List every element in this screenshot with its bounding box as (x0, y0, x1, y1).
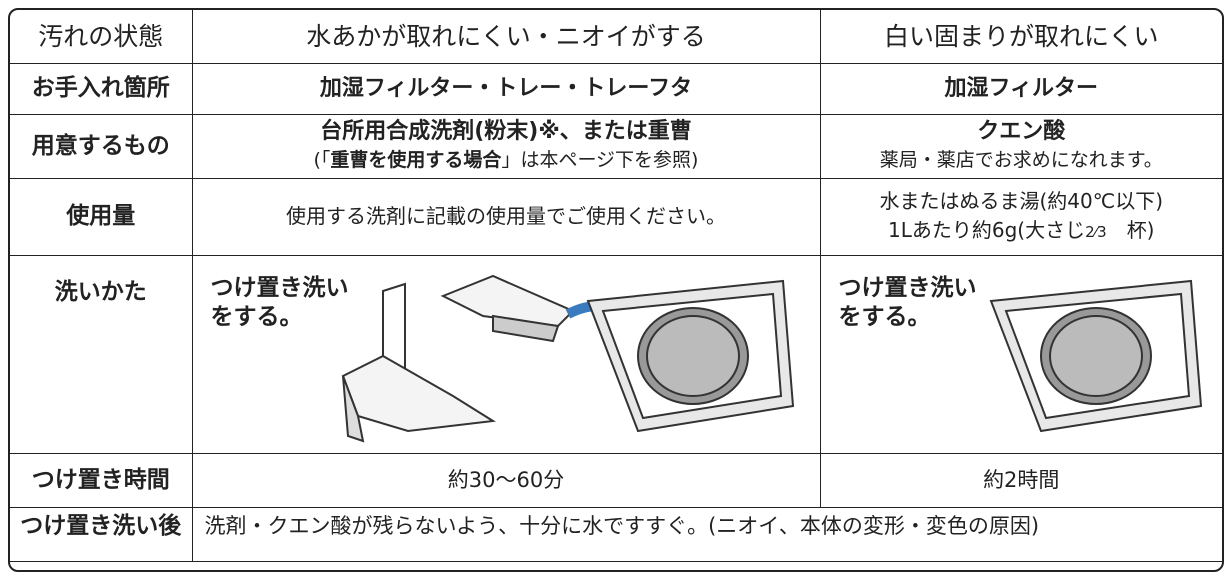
cell: 約30〜60分 (191, 452, 821, 508)
caption: つけ置き洗い をする。 (211, 274, 349, 332)
text: (「 (313, 149, 331, 171)
row-label: つけ置き洗い後 (10, 506, 193, 562)
illustration (341, 274, 794, 443)
row-label: 用意するもの (10, 113, 193, 179)
cell: クエン酸 薬局・薬店でお求めになれます。 (819, 113, 1222, 179)
cell-main: クエン酸 (977, 119, 1066, 144)
text: 2⁄3 (1085, 222, 1107, 241)
cell: 加湿フィルター・トレー・トレーフタ (191, 62, 821, 115)
text: つけ置き洗い (210, 275, 349, 301)
text: をする。 (838, 304, 931, 330)
care-table-frame: 汚れの状態 水あかが取れにくい・ニオイがする 白い固まりが取れにくい お手入れ箇… (8, 8, 1224, 572)
row: つけ置き時間 約30〜60分 約2時間 (10, 452, 1222, 508)
care-table: 汚れの状態 水あかが取れにくい・ニオイがする 白い固まりが取れにくい お手入れ箇… (10, 10, 1222, 562)
text: 1Lあたり約6g(大さじ (888, 217, 1086, 242)
header-cell: 汚れの状態 (10, 10, 193, 64)
page: {"table": { "header": ["汚れの状態", "水あかが取れに… (8, 8, 1224, 572)
header-row: 汚れの状態 水あかが取れにくい・ニオイがする 白い固まりが取れにくい (10, 10, 1222, 64)
cell-note: 薬局・薬店でお求めになれます。 (879, 149, 1163, 171)
text: 重曹を使用する場合 (330, 149, 502, 171)
cell: 水またはぬるま湯(約40℃以下) 1Lあたり約6g(大さじ2⁄3 杯) (819, 177, 1223, 256)
cell: 加湿フィルター (819, 62, 1222, 115)
row-label: つけ置き時間 (10, 452, 193, 508)
cell: 洗剤・クエン酸が残らないよう、十分に水ですすぐ。(ニオイ、本体の変形・変色の原因… (191, 506, 1222, 562)
row: 洗いかた つけ置き洗い をする。 (10, 254, 1223, 454)
cell: 使用する洗剤に記載の使用量でご使用ください。 (191, 177, 821, 256)
text: をする。 (210, 304, 303, 330)
row: お手入れ箇所 加湿フィルター・トレー・トレーフタ 加湿フィルター (10, 62, 1222, 115)
row: つけ置き洗い後 洗剤・クエン酸が残らないよう、十分に水ですすぐ。(ニオイ、本体の… (10, 506, 1222, 562)
cell: 約2時間 (819, 452, 1222, 508)
text: 1Lあたり約6g(大さじ2⁄3 杯) (821, 216, 1223, 247)
row: 使用量 使用する洗剤に記載の使用量でご使用ください。 水またはぬるま湯(約40℃… (10, 177, 1223, 256)
cell: 台所用合成洗剤(粉末)※、または重曹 (「重曹を使用する場合」は本ページ下を参照… (191, 113, 821, 179)
text: 杯) (1126, 217, 1155, 242)
illustration (989, 279, 1202, 433)
row: 用意するもの 台所用合成洗剤(粉末)※、または重曹 (「重曹を使用する場合」は本… (10, 113, 1222, 179)
header-cell: 白い固まりが取れにくい (819, 10, 1222, 64)
text: つけ置き洗い (838, 275, 977, 301)
wash-panel: つけ置き洗い をする。 (821, 256, 1223, 452)
cell-note: (「重曹を使用する場合」は本ページ下を参照) (193, 146, 820, 175)
caption: つけ置き洗い をする。 (839, 274, 977, 332)
row-label: 使用量 (10, 177, 193, 256)
text: 」は本ページ下を参照) (501, 149, 699, 171)
text: 水またはぬるま湯(約40℃以下) (879, 188, 1163, 213)
header-cell: 水あかが取れにくい・ニオイがする (191, 10, 821, 64)
cell-main: 台所用合成洗剤(粉末)※、または重曹 (320, 119, 692, 144)
cell: つけ置き洗い をする。 (191, 254, 821, 454)
wash-panel: つけ置き洗い をする。 (193, 256, 820, 452)
cell: つけ置き洗い をする。 (819, 254, 1223, 454)
row-label: お手入れ箇所 (10, 62, 193, 115)
row-label: 洗いかた (10, 254, 193, 454)
